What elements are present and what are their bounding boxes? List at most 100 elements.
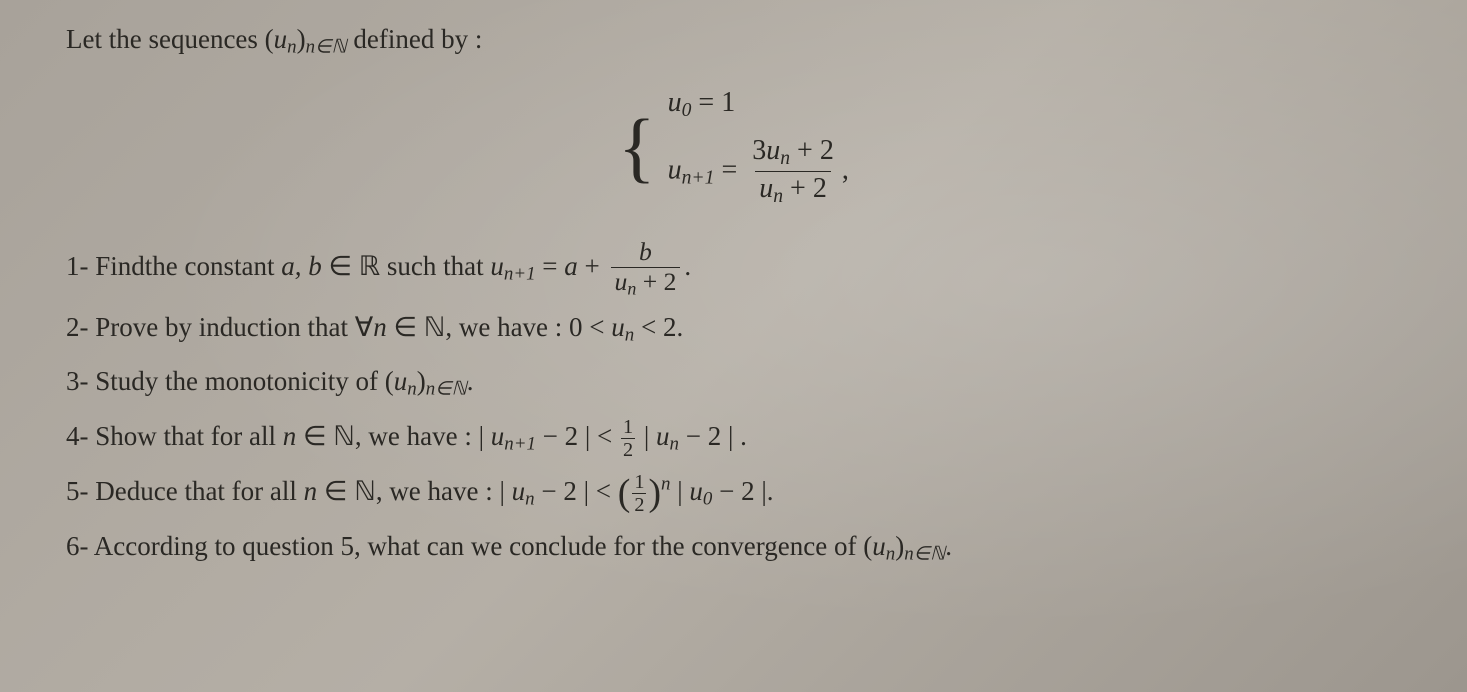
q6-closesub: n∈ℕ [904, 543, 945, 564]
den-tail: + 2 [783, 173, 827, 204]
system-lines: u0 = 1 un+1 = 3un + 2 un + 2 , [668, 87, 849, 208]
un1-var: u [668, 154, 682, 185]
system-line-1: u0 = 1 [668, 87, 849, 122]
q5-mid2: | [671, 476, 690, 506]
num-var: u [766, 135, 780, 166]
q2-uvar: u [611, 312, 625, 342]
q1-period: . [684, 251, 691, 281]
den-sub: n [773, 186, 783, 207]
q3-closesub: n∈ℕ [426, 379, 467, 400]
seq-var: u [274, 24, 288, 54]
q3-period: . [467, 366, 474, 396]
q1-lhs-var: u [490, 251, 504, 281]
frac-denominator: un + 2 [755, 171, 831, 207]
q6-usub: n [886, 543, 895, 564]
q1-frac-num: b [635, 239, 656, 267]
q5-exp: n [661, 473, 670, 494]
q4-mid1: − 2 | < [536, 421, 619, 451]
seq-sub: n [287, 37, 296, 58]
q4-u2var: u [656, 421, 670, 451]
q6-uvar: u [872, 531, 886, 561]
q1-fraction: b un + 2 [611, 239, 681, 298]
un1-eq: = [714, 154, 744, 185]
q4-u2sub: n [670, 434, 679, 455]
q2-usub: n [625, 324, 634, 345]
question-1: 1- Findthe constant a, b ∈ ℝ such that u… [66, 239, 1419, 298]
q2-text2: , we have : 0 < [445, 312, 611, 342]
q1-in: ∈ [322, 251, 359, 281]
q4-set: ℕ [333, 421, 355, 451]
equation-system: { u0 = 1 un+1 = 3un + 2 un + 2 , [48, 87, 1419, 208]
q2-set: ℕ [424, 312, 446, 342]
q4-mid2: | [637, 421, 656, 451]
q5-half-fraction: 1 2 [632, 472, 646, 516]
q4-tail: − 2 | . [679, 421, 747, 451]
q2-tail: < 2. [634, 312, 683, 342]
u0-eq: = 1 [691, 87, 735, 118]
intro-text: Let the sequences (un)n∈ℕ defined by : [48, 24, 1419, 59]
q1-den-sub: n [627, 279, 636, 299]
close-paren-icon: ) [648, 478, 661, 508]
q1-den-var: u [615, 267, 628, 296]
q5-tail: − 2 |. [712, 476, 773, 506]
q5-u0sub: 0 [703, 489, 712, 510]
q2-var: n [373, 312, 387, 342]
den-var: u [759, 173, 773, 204]
q1-lhs-sub: n+1 [504, 264, 536, 285]
q1-label: 1- Find [66, 251, 145, 281]
q1-den-tail: + 2 [636, 267, 676, 296]
q6-label: 6- [66, 531, 94, 561]
question-3: 3- Study the monotonicity of (un)n∈ℕ. [66, 357, 1419, 408]
q6-text: According to question 5, what can we con… [94, 531, 872, 561]
question-2: 2- Prove by induction that ∀n ∈ ℕ, we ha… [66, 303, 1419, 354]
q5-u1sub: n [525, 489, 534, 510]
q4-u1var: u [491, 421, 505, 451]
q5-u1var: u [512, 476, 526, 506]
un1-sub: n+1 [682, 167, 715, 188]
q3-usub: n [407, 379, 416, 400]
q1-frac-den: un + 2 [611, 267, 681, 298]
q1-eq: = [536, 251, 565, 281]
left-brace-icon: { [618, 116, 655, 178]
q5-text2: , we have : | [376, 476, 512, 506]
q5-u0var: u [689, 476, 703, 506]
u0-var: u [668, 87, 682, 118]
q4-half-fraction: 1 2 [621, 417, 635, 461]
q4-label: 4- [66, 421, 95, 451]
q4-u1sub: n+1 [504, 434, 536, 455]
q3-text: Study the monotonicity of ( [95, 366, 393, 396]
q1-text1: the constant [145, 251, 281, 281]
q3-label: 3- [66, 366, 95, 396]
q3-uvar: u [394, 366, 408, 396]
num-tail: + 2 [790, 135, 834, 166]
num-sub: n [780, 148, 790, 169]
q1-set: ℝ [359, 251, 380, 281]
q5-set: ℕ [354, 476, 376, 506]
q2-in: ∈ [387, 312, 424, 342]
question-6: 6- According to question 5, what can we … [66, 522, 1419, 573]
q6-period: . [945, 531, 952, 561]
q1-vars: a, b [281, 251, 322, 281]
system-trailing: , [842, 154, 849, 185]
system-line-2: un+1 = 3un + 2 un + 2 , [668, 136, 849, 208]
question-4: 4- Show that for all n ∈ ℕ, we have : | … [66, 412, 1419, 463]
q4-text1: Show that for all [95, 421, 282, 451]
u0-sub: 0 [682, 100, 692, 121]
q4-half-den: 2 [621, 438, 635, 460]
q4-var: n [283, 421, 297, 451]
q5-text1: Deduce that for all [95, 476, 303, 506]
q1-a: a [564, 251, 578, 281]
intro-suffix: defined by : [347, 24, 483, 54]
q5-mid1: − 2 | < [535, 476, 618, 506]
q5-half-num: 1 [632, 472, 646, 493]
q1-text2: such that [380, 251, 490, 281]
q1-plus: + [578, 251, 607, 281]
q5-label: 5- [66, 476, 95, 506]
q5-var: n [304, 476, 318, 506]
open-paren-icon: ( [618, 478, 631, 508]
q5-paren-group: ( 1 2 ) [618, 472, 661, 516]
q2-text1: Prove by induction that ∀ [95, 312, 373, 342]
q4-half-num: 1 [621, 417, 635, 438]
question-5: 5- Deduce that for all n ∈ ℕ, we have : … [66, 467, 1419, 518]
q2-label: 2- [66, 312, 95, 342]
